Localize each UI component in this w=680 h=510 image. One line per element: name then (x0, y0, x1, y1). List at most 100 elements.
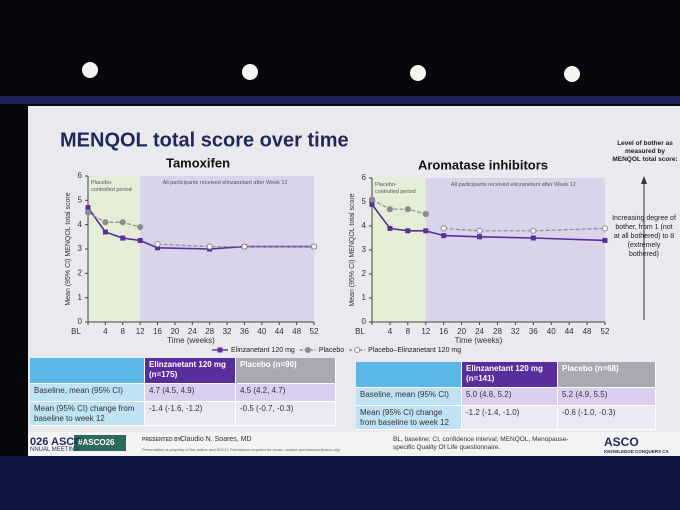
column-header: Placebo (n=68) (558, 362, 656, 388)
table-cell: -1.4 (-1.6, -1.2) (145, 402, 236, 426)
table-cell: Baseline, mean (95% CI) (30, 384, 145, 402)
note-title: Level of bother as measured by MENQOL to… (612, 140, 678, 163)
y-tick-label: 4 (78, 220, 83, 229)
y-tick-label: 1 (78, 293, 83, 302)
point (85, 205, 91, 211)
point (477, 234, 483, 240)
logo-left: 026 ASCO (30, 436, 83, 448)
x-tick-label: 8 (406, 327, 411, 336)
x-tick-label: 12 (136, 327, 145, 336)
legend-label: Placebo–Elinzanetant 120 mg (368, 347, 461, 354)
point (84, 209, 92, 216)
meeting: NNUAL MEETING (30, 447, 80, 453)
column-header: Elinzanetant 120 mg (n=141) (462, 362, 558, 388)
y-tick-label: 3 (78, 244, 83, 253)
x-axis-label: Time (weeks) (167, 336, 215, 345)
period-shade (88, 176, 141, 322)
column-header: Placebo (n=90) (236, 358, 336, 384)
period-label: Placebo-controlled period (91, 180, 132, 193)
table-cell: Baseline, mean (95% CI) (356, 388, 462, 406)
table-cell: -1.2 (-1.4, -1.0) (462, 406, 558, 430)
stage-light (242, 64, 258, 80)
x-tick-label: 16 (153, 327, 162, 336)
note-body: Increasing degree of bother, from 1 (not… (612, 215, 676, 258)
point (310, 243, 318, 250)
y-tick-label: 2 (362, 269, 367, 278)
point (137, 237, 143, 243)
period-shade (425, 178, 605, 322)
x-tick-label: 4 (388, 327, 393, 336)
column-header: Elinzanetant 120 mg (n=175) (145, 358, 236, 384)
stage-light (564, 66, 580, 82)
stage-light (82, 62, 98, 78)
legend-marker (354, 347, 361, 353)
x-tick-label: 40 (257, 327, 266, 336)
table-cell: 4.5 (4.2, 4.7) (236, 384, 336, 402)
point (405, 228, 411, 234)
abbreviations: BL, baseline; CI, confidence interval; M… (393, 436, 569, 451)
point (102, 229, 108, 235)
series-line (87, 211, 141, 228)
point (387, 225, 393, 231)
period-label: All participants received elinzanetant a… (162, 180, 288, 186)
legend-marker (217, 347, 223, 353)
x-tick-label: 44 (565, 327, 574, 336)
x-tick-label: 44 (275, 327, 284, 336)
table-cell: -0.5 (-0.7, -0.3) (236, 402, 336, 426)
table-cell: Mean (95% CI) change from baseline to we… (30, 402, 145, 426)
y-tick-label: 6 (78, 171, 83, 180)
y-axis-label: Mean (95% CI) MENQOL total score (65, 192, 72, 305)
point (369, 201, 375, 207)
point (120, 235, 126, 241)
presenter: Claudio N. Soares, MD (180, 436, 252, 443)
y-tick-label: 4 (362, 221, 367, 230)
x-tick-label: 20 (170, 327, 179, 336)
x-axis-label: Time (weeks) (455, 336, 503, 345)
point (441, 233, 447, 239)
point (601, 225, 609, 232)
x-tick-label: 24 (188, 327, 197, 336)
header-blank (356, 362, 462, 388)
y-tick-label: 6 (362, 173, 367, 182)
point (206, 243, 213, 250)
point (476, 227, 483, 234)
x-tick-label: 36 (240, 327, 249, 336)
point (404, 206, 411, 213)
footer-band (28, 432, 680, 456)
table-cell: 5.2 (4.9, 5.5) (558, 388, 656, 406)
slide-title: MENQOL total score over time (60, 129, 349, 151)
y-tick-label: 1 (362, 293, 367, 302)
chart-title: Tamoxifen (166, 155, 230, 170)
point (368, 196, 376, 203)
period-label: Placebo-controlled period (375, 182, 416, 195)
series-line (443, 227, 606, 232)
point (137, 224, 144, 231)
y-axis-label: Mean (95% CI) MENQOL total score (349, 193, 356, 306)
screen-frame (0, 96, 680, 104)
x-tick-label: 40 (547, 327, 556, 336)
legend-marker (304, 347, 311, 353)
point (422, 210, 429, 218)
series-line (371, 203, 606, 242)
point (102, 219, 109, 226)
legend-label: Placebo (319, 347, 344, 354)
point (241, 243, 248, 250)
x-tick-label: 28 (493, 327, 502, 336)
stage-light (410, 65, 426, 81)
logo-right: ASCO (604, 435, 639, 449)
table-cell: Mean (95% CI) change from baseline to we… (356, 406, 462, 430)
y-tick-label: 2 (78, 268, 83, 277)
y-tick-label: 0 (362, 317, 367, 326)
point (602, 237, 608, 243)
hashtag-box (74, 435, 126, 451)
table-cell: 4.7 (4.5, 4.9) (145, 384, 236, 402)
point (530, 235, 536, 241)
x-tick-label: BL (355, 327, 365, 336)
point (440, 225, 447, 232)
x-tick-label: 4 (103, 327, 108, 336)
x-tick-label: 16 (439, 327, 448, 336)
table-cell: 5.0 (4.8, 5.2) (462, 388, 558, 406)
presenter-label: PRESENTED BY: (142, 437, 183, 443)
